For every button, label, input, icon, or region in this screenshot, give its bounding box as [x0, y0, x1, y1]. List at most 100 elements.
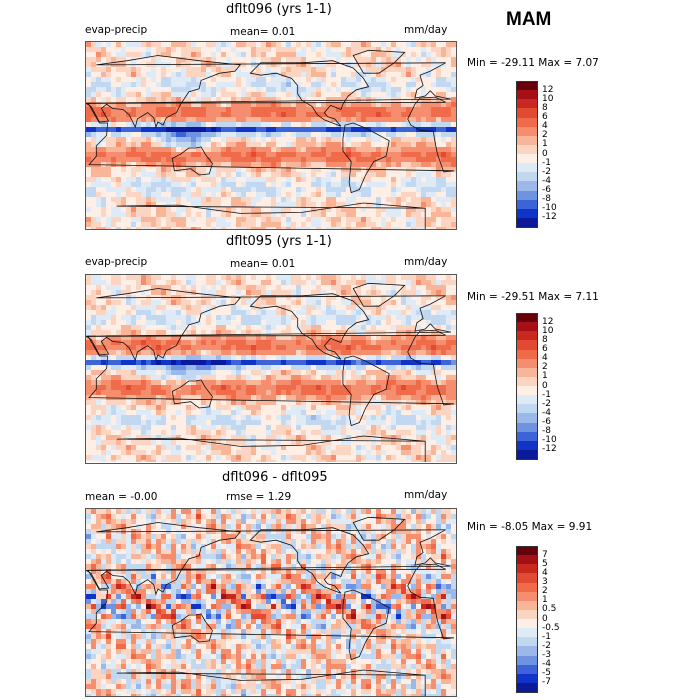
colorbar-swatch — [516, 682, 538, 693]
colorbar-swatch — [516, 422, 538, 433]
colorbar-swatch — [516, 386, 538, 396]
coastline — [171, 146, 213, 176]
colorbar-tick-label: -12 — [542, 212, 557, 223]
coastline — [342, 589, 390, 661]
colorbar-tick-label: -4 — [542, 407, 551, 418]
colorbar-swatch — [516, 367, 538, 378]
colorbar-tick-label: 0 — [542, 148, 548, 159]
colorbar-swatch — [516, 340, 538, 350]
panel2-title: dflt095 (yrs 1-1) — [226, 234, 332, 249]
colorbar-swatch — [516, 546, 538, 556]
colorbar-swatch — [516, 331, 538, 341]
colorbar-swatch — [516, 582, 538, 593]
colorbar-swatch — [516, 163, 538, 173]
colorbar-tick-label: 10 — [542, 325, 554, 336]
coastline — [116, 435, 426, 462]
panel3-colorbar: 7 5 4 3 2 1 0.5 0 -0.5 -1 -2 -3 -4 -5 -7 — [516, 546, 576, 693]
panel1-minmax: Min = -29.11 Max = 7.07 — [467, 57, 599, 69]
colorbar-tick-label: -8 — [542, 194, 551, 205]
coastline — [352, 49, 406, 74]
panel3-minmax: Min = -8.05 Max = 9.91 — [467, 521, 593, 533]
colorbar-swatch — [516, 431, 538, 442]
panel3-mean-label: mean = -0.00 — [85, 491, 158, 503]
coastline — [87, 96, 454, 173]
colorbar-swatch — [516, 108, 538, 118]
colorbar-tick-label: -2 — [542, 640, 551, 651]
colorbar-swatch — [516, 609, 538, 620]
coastline — [171, 379, 213, 409]
colorbar-tick-label: 1 — [542, 139, 548, 150]
colorbar-tick-label: 4 — [542, 353, 548, 364]
colorbar-tick-label: 5 — [542, 558, 548, 569]
colorbar-swatch — [516, 646, 538, 656]
panel1-variable-label: evap-precip — [85, 24, 148, 36]
colorbar-swatch — [516, 555, 538, 565]
colorbar-tick-label: 6 — [542, 344, 548, 354]
panel3-rmse-label: rmse = 1.29 — [226, 491, 292, 503]
colorbar-swatch — [516, 358, 538, 369]
colorbar-swatch — [516, 637, 538, 647]
colorbar-tick-label: -4 — [542, 659, 551, 670]
panel2-minmax: Min = -29.51 Max = 7.11 — [467, 291, 599, 303]
colorbar-swatch — [516, 81, 538, 91]
colorbar-swatch — [516, 99, 538, 109]
colorbar-swatch — [516, 591, 538, 602]
colorbar-tick-label: 0 — [542, 613, 548, 624]
colorbar-swatch — [516, 600, 538, 611]
colorbar-swatch — [516, 313, 538, 323]
colorbar-swatch — [516, 404, 538, 414]
colorbar-swatch — [516, 208, 538, 219]
coastline — [86, 55, 451, 129]
colorbar-swatch — [516, 564, 538, 574]
colorbar-tick-label: -3 — [542, 650, 551, 660]
colorbar-tick-label: -10 — [542, 203, 557, 214]
colorbar-swatch — [516, 322, 538, 332]
colorbar-tick-label: -2 — [542, 166, 551, 177]
panel1-units-label: mm/day — [404, 24, 448, 36]
coastline — [116, 669, 426, 696]
colorbar-swatch — [516, 664, 538, 675]
colorbar-swatch — [516, 117, 538, 128]
colorbar-tick-label: -5 — [542, 668, 551, 679]
panel2-colorbar: 12 10 8 6 4 2 1 0 -1 -2 -4 -6 -8 -10 -12 — [516, 313, 576, 460]
colorbar-tick-label: -6 — [542, 185, 551, 195]
map-canvas — [86, 42, 456, 229]
coastline — [342, 355, 390, 427]
colorbar-swatch — [516, 449, 538, 460]
panel2-variable-label: evap-precip — [85, 256, 148, 268]
map-canvas — [86, 509, 456, 696]
colorbar-swatch — [516, 376, 538, 387]
colorbar-tick-label: 12 — [542, 84, 554, 95]
colorbar-tick-label: -1 — [542, 157, 551, 168]
colorbar-tick-label: 6 — [542, 112, 548, 122]
coastline — [171, 613, 213, 643]
panel3-title: dflt096 - dflt095 — [222, 470, 328, 485]
colorbar-swatch — [516, 349, 538, 360]
coastline — [87, 329, 454, 406]
colorbar-swatch — [516, 144, 538, 155]
colorbar-tick-label: 2 — [542, 362, 548, 373]
coastline — [342, 122, 390, 194]
coastline — [116, 202, 426, 229]
colorbar-swatch — [516, 619, 538, 629]
colorbar-tick-label: -10 — [542, 435, 557, 446]
colorbar-tick-label: 3 — [542, 577, 548, 587]
colorbar-tick-label: -1 — [542, 389, 551, 400]
coastline — [87, 563, 454, 640]
colorbar-tick-label: -2 — [542, 398, 551, 409]
colorbar-tick-label: 1 — [542, 595, 548, 606]
colorbar-tick-label: 2 — [542, 130, 548, 141]
coastline — [86, 288, 451, 362]
colorbar-swatch — [516, 190, 538, 201]
colorbar-tick-label: 10 — [542, 93, 554, 104]
colorbar-tick-label: -8 — [542, 426, 551, 437]
colorbar-tick-label: 4 — [542, 567, 548, 578]
colorbar-swatch — [516, 673, 538, 684]
coastline — [352, 516, 406, 541]
colorbar-tick-label: -6 — [542, 417, 551, 427]
panel1-map — [85, 41, 457, 230]
colorbar-swatch — [516, 440, 538, 451]
colorbar-tick-label: 0.5 — [542, 604, 557, 615]
colorbar-tick-label: 4 — [542, 121, 548, 132]
panel3-units-label: mm/day — [404, 489, 448, 501]
